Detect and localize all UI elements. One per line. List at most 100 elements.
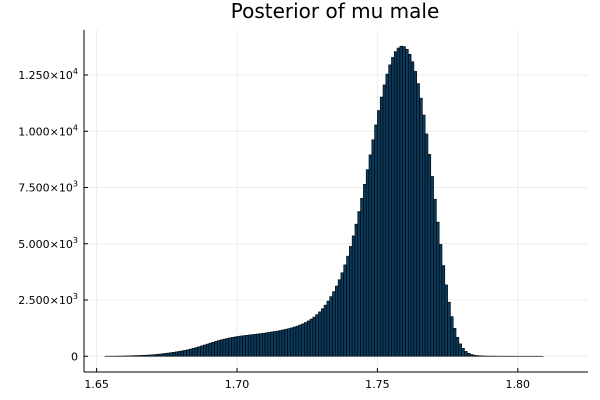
axes (83, 30, 588, 373)
histogram-bar (290, 327, 294, 357)
histogram-bar (354, 223, 359, 357)
histogram-bar (160, 353, 165, 357)
histogram-bar (149, 354, 154, 357)
histogram-bar (385, 73, 389, 357)
y-tick-label: 2.500×103 (18, 292, 78, 307)
histogram-bar (158, 353, 162, 357)
histogram-bar (433, 198, 437, 357)
histogram-bar (304, 322, 308, 357)
histogram-bar (444, 284, 448, 357)
histogram-bar (422, 114, 426, 357)
histogram-bar (351, 235, 356, 357)
histogram-bar (452, 328, 457, 357)
histogram-bar (346, 255, 350, 357)
histogram-bar (469, 354, 474, 357)
histogram-bar (236, 336, 241, 357)
histogram-bar (377, 110, 381, 357)
histogram-bar (284, 328, 288, 357)
histogram-bar (144, 354, 148, 357)
histogram-bar (233, 336, 238, 357)
histogram-bar (135, 355, 140, 357)
histogram-bar (253, 334, 257, 357)
histogram-bar (458, 343, 462, 357)
histogram-bar (214, 341, 218, 357)
histogram-bar (287, 328, 291, 357)
histogram-bar (222, 338, 227, 357)
histogram-bar (166, 352, 170, 357)
histogram-bar (138, 355, 142, 357)
histogram-bar (183, 350, 187, 357)
x-tick-label: 1.75 (365, 378, 390, 391)
y-tick-label: 0 (71, 350, 78, 363)
histogram-bar (396, 47, 401, 357)
histogram-bar (155, 354, 159, 357)
histogram-bar (419, 97, 423, 357)
histogram-bar (247, 334, 252, 357)
histogram-bar (174, 351, 179, 357)
histogram-bar (391, 57, 395, 357)
histogram-bar (472, 354, 476, 357)
histogram-bar (374, 124, 378, 357)
histogram-bar (393, 51, 398, 357)
histogram-bar (194, 347, 199, 357)
histogram-bar (188, 348, 193, 357)
histogram-bars (104, 45, 544, 357)
histogram-bar (461, 348, 465, 357)
chart-title: Posterior of mu male (231, 0, 440, 23)
histogram-bar (191, 348, 196, 357)
histogram-bar (357, 211, 361, 357)
histogram-bar (281, 329, 286, 357)
histogram-bar (320, 308, 325, 357)
histogram-bar (211, 341, 215, 357)
histogram-bar (312, 316, 316, 357)
y-tick-label: 1.250×104 (18, 67, 78, 82)
histogram-bar (337, 279, 342, 357)
tick-labels: 1.65 1.70 1.75 1.80 0 2.500×103 5.000×103 7.500… (18, 67, 530, 391)
histogram-bar (475, 355, 479, 357)
x-tick-label: 1.80 (506, 378, 531, 391)
histogram-bar (430, 176, 434, 357)
histogram-bar (309, 318, 314, 357)
histogram-bar (306, 320, 311, 357)
histogram-bar (363, 184, 367, 357)
histogram-bar (228, 337, 232, 357)
histogram-bar (301, 323, 305, 357)
histogram-bar (450, 316, 454, 357)
histogram-bar (368, 154, 373, 357)
histogram-bar (413, 71, 418, 357)
histogram-bar (180, 350, 184, 357)
histogram-bar (186, 349, 190, 357)
histogram-bar (399, 45, 403, 357)
histogram-bar (416, 83, 420, 357)
histogram-bar (177, 351, 182, 357)
histogram-bar (464, 351, 468, 357)
histogram-bar (205, 343, 210, 357)
histogram-bar (436, 221, 440, 357)
histogram-bar (295, 325, 300, 357)
histogram-bar (447, 301, 451, 357)
histogram-bar (349, 246, 353, 357)
histogram-bar (146, 354, 151, 357)
histogram-bar (326, 300, 330, 357)
histogram-bar (323, 304, 328, 357)
histogram-bar (250, 334, 255, 357)
histogram-bar (343, 264, 347, 357)
histogram-bar (231, 337, 235, 357)
histogram-bar (427, 154, 432, 357)
histogram-bar (441, 265, 446, 357)
histogram-bar (261, 332, 266, 357)
histogram-bar (379, 96, 384, 357)
histogram-bar (267, 332, 272, 357)
histogram-bar (438, 244, 443, 357)
histogram-bar (276, 330, 280, 357)
histogram-bar (298, 324, 302, 357)
histogram-bar (388, 64, 392, 357)
histogram-bar (152, 354, 156, 357)
histogram-bar (197, 346, 201, 357)
histogram-bar (172, 352, 176, 357)
histogram-bar (219, 339, 224, 357)
histogram-bar (264, 332, 269, 357)
histogram-bar (270, 331, 274, 357)
